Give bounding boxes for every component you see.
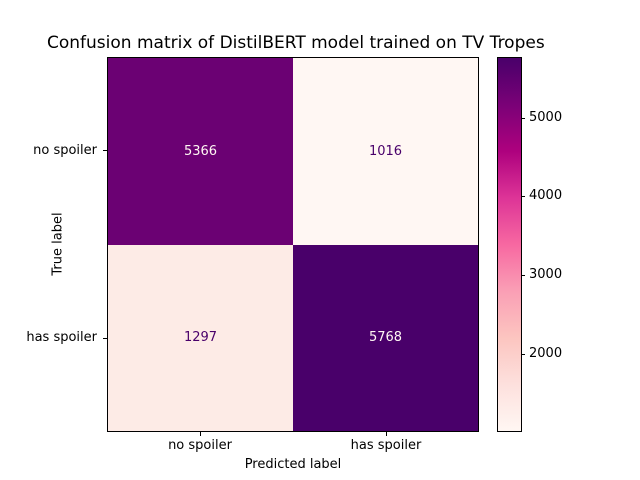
- y-axis-label: True label: [50, 212, 66, 276]
- cell-true-nospoiler-pred-nospoiler: 5366: [108, 58, 293, 245]
- y-tick-label-no-spoiler: no spoiler: [33, 143, 97, 158]
- chart-title: Confusion matrix of DistilBERT model tra…: [47, 33, 545, 53]
- colorbar: [497, 57, 522, 432]
- cell-true-hasspoiler-pred-nospoiler: 1297: [108, 244, 293, 431]
- colorbar-tick-mark: [521, 275, 525, 276]
- colorbar-tick-mark: [521, 196, 525, 197]
- heatmap: 5366 1016 1297 5768: [107, 57, 479, 432]
- cell-true-nospoiler-pred-hasspoiler: 1016: [293, 58, 478, 245]
- y-tick-mark: [103, 338, 107, 339]
- colorbar-tick-mark: [521, 118, 525, 119]
- y-tick-label-has-spoiler: has spoiler: [26, 330, 97, 345]
- y-tick-mark: [103, 150, 107, 151]
- x-tick-mark: [200, 432, 201, 436]
- colorbar-tick-label-5000: 5000: [529, 110, 563, 125]
- x-tick-mark: [386, 432, 387, 436]
- x-tick-label-has-spoiler: has spoiler: [350, 438, 422, 453]
- x-tick-label-no-spoiler: no spoiler: [168, 438, 232, 453]
- cell-true-hasspoiler-pred-hasspoiler: 5768: [293, 244, 478, 431]
- colorbar-tick-label-4000: 4000: [529, 188, 563, 203]
- colorbar-tick-label-3000: 3000: [529, 267, 563, 282]
- colorbar-tick-label-2000: 2000: [529, 346, 563, 361]
- x-axis-label: Predicted label: [244, 457, 342, 472]
- colorbar-tick-mark: [521, 354, 525, 355]
